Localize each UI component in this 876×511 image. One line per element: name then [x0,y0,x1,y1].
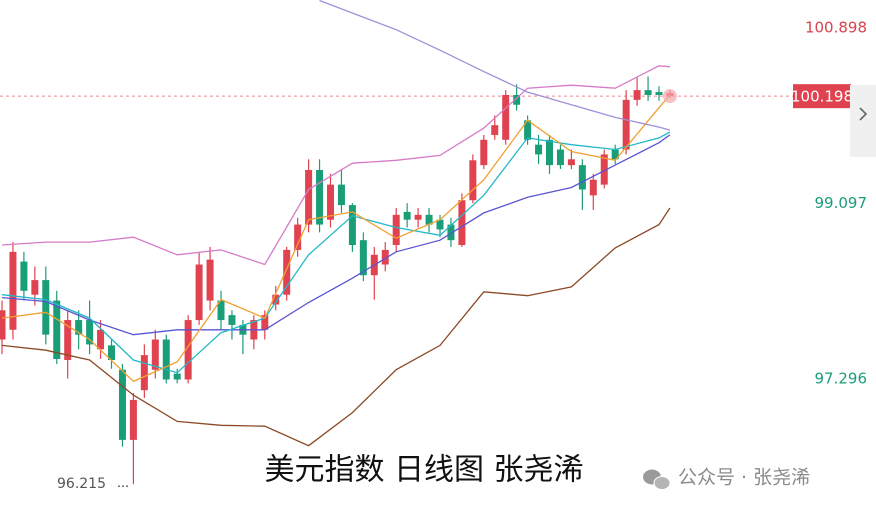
candle-body [173,373,181,380]
candle-body [261,315,269,330]
candle-body [86,320,94,345]
candle-body [9,251,17,330]
candle-body [447,224,455,241]
candle-body [184,320,192,380]
candle-body [469,160,477,201]
indicator-line [1,131,671,374]
candle-body [64,320,72,360]
candle-body [162,339,170,380]
candle-body [228,315,236,325]
watermark: 公众号 · 张尧浠 [678,467,810,489]
candle-body [633,90,641,100]
candle-body [272,294,280,305]
candle-body [337,184,345,206]
candle-body [436,219,444,230]
price-glow [662,89,677,104]
indicator-line [1,94,671,383]
candle-body [622,99,630,150]
candle-body [600,154,608,185]
candle-body [524,120,532,140]
wechat-icon [643,469,671,490]
candle-body [348,205,356,246]
candle-body [217,300,225,321]
candle-body [97,329,105,350]
y-tick-label: 97.296 [815,369,868,387]
candle-body [425,214,433,225]
candle-body [655,92,663,95]
candle-body [118,369,126,440]
indicator-line [1,65,670,266]
candle-body [567,159,575,166]
candle-body [75,320,83,335]
candle-body [0,310,6,340]
indicator-line [1,134,671,336]
plot: 100.898 99.097 97.296 100.198 96.215 [0,0,868,492]
candle-body [381,249,389,265]
candle-body [206,259,214,301]
candle-body [294,224,302,250]
y-tick-label: 100.898 [805,18,867,36]
candle-body [491,125,499,135]
candle-body [458,200,466,246]
candle-body [31,280,39,295]
candle-body [392,214,400,246]
candle-body [502,94,510,140]
candle-body [556,149,564,166]
y-tick-label: 99.097 [815,194,868,212]
candle-body [578,165,586,190]
indicator-line [319,0,671,131]
low-leader [118,485,120,488]
candle-body [151,339,159,370]
price-tag [793,84,851,109]
price-tag-label: 100.198 [791,88,853,106]
candle-body [42,280,50,335]
low-leader [122,485,124,488]
candle-body [129,399,137,440]
candle-body [327,184,334,220]
indicator-line [1,207,671,447]
candle-body [546,139,553,166]
candle-body [140,355,148,391]
candle-body [108,345,115,360]
expand-arrow[interactable] [859,107,868,121]
candle-body [20,261,28,291]
candle-body [535,144,543,155]
candle-body [283,249,291,295]
candle-body [611,149,619,160]
candle-body [53,300,61,360]
candle-body [644,90,652,95]
candle-body [305,170,313,225]
candle-body [480,139,488,166]
candle-body [403,211,411,220]
candle-body [589,179,597,196]
side-panel[interactable] [850,85,876,157]
candle-body [195,264,203,321]
candle-body [414,214,422,220]
caption: 美元指数 日线图 张尧浠 [264,453,583,488]
low-label: 96.215 [57,476,106,492]
candle-body [513,94,521,105]
candle-body [316,170,324,225]
low-leader [126,485,128,488]
candle-body [359,240,367,276]
